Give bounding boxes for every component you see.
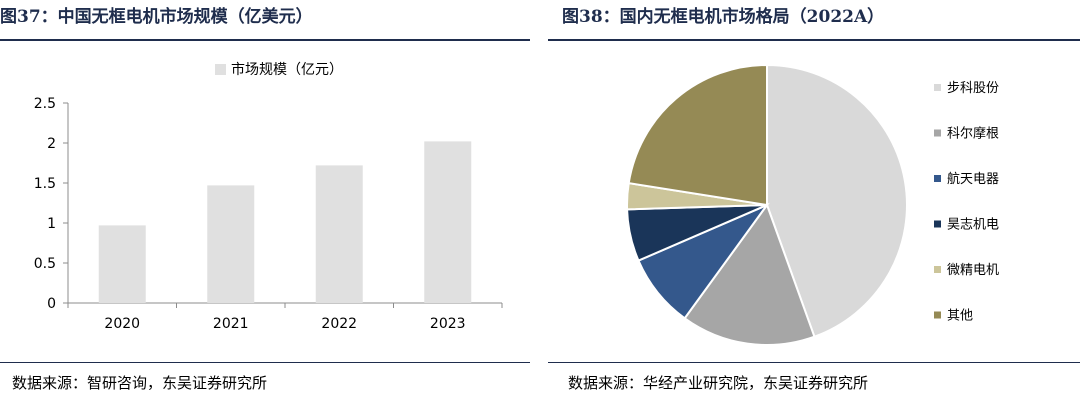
figure-37-bottom-rule: [0, 362, 530, 363]
pie-slice: [766, 63, 908, 339]
legend-swatch: [934, 129, 941, 137]
figure-38-title: 图38：国内无框电机市场格局（2022A）: [562, 7, 885, 27]
legend-label: 科尔摩根: [947, 126, 999, 142]
legend-label: 其他: [947, 309, 973, 324]
y-tick-label: 1: [47, 216, 56, 232]
x-tick-label: 2021: [213, 316, 249, 332]
y-tick-label: 2.5: [34, 96, 56, 112]
figure-38-bottom-rule: [548, 362, 1080, 363]
legend-swatch: [934, 220, 941, 228]
legend-swatch: [934, 175, 941, 182]
bar-chart: 0 0.5 1 1.5 2 2.5 2020 2021 2022 2023 市场规模（亿元）: [34, 61, 503, 332]
legend-label: 航天电器: [947, 171, 999, 187]
figure-38-panel: 图38：国内无框电机市场格局（2022A） 步科股份科尔摩根航天电器昊志机电微精…: [548, 0, 1080, 404]
legend-label: 微精电机: [947, 263, 999, 278]
y-tick-label: 0: [47, 296, 56, 312]
legend-swatch: [934, 266, 941, 273]
figure-37-source: 数据来源：智研咨询，东吴证券研究所: [12, 374, 268, 392]
x-tick-label: 2023: [430, 316, 466, 332]
figure-38-source: 数据来源：华经产业研究院，东吴证券研究所: [568, 374, 869, 392]
figure-37-top-rule: [0, 39, 530, 41]
x-tick-label: 2020: [104, 316, 140, 332]
pie-slice: [683, 202, 816, 346]
bar: [315, 165, 363, 303]
legend-swatch: [215, 64, 226, 75]
legend-swatch: [934, 311, 941, 319]
bar: [207, 185, 255, 303]
figure-38-top-rule: [548, 39, 1080, 41]
figure-37-panel: 图37：中国无框电机市场规模（亿美元） 0 0.5 1 1.5 2 2.5 2020 2021…: [0, 0, 530, 404]
legend-label: 市场规模（亿元）: [231, 61, 343, 78]
legend-label: 昊志机电: [947, 218, 999, 233]
pie-slice: [627, 63, 768, 207]
bar: [98, 225, 146, 303]
y-tick-label: 1.5: [34, 176, 56, 192]
figure-37-title: 图37：中国无框电机市场规模（亿美元）: [0, 7, 313, 27]
legend-label: 步科股份: [947, 81, 999, 96]
y-tick-label: 2: [47, 136, 56, 152]
bar: [424, 141, 472, 303]
legend-swatch: [934, 84, 941, 91]
x-tick-label: 2022: [321, 316, 357, 332]
y-tick-label: 0.5: [34, 256, 56, 272]
